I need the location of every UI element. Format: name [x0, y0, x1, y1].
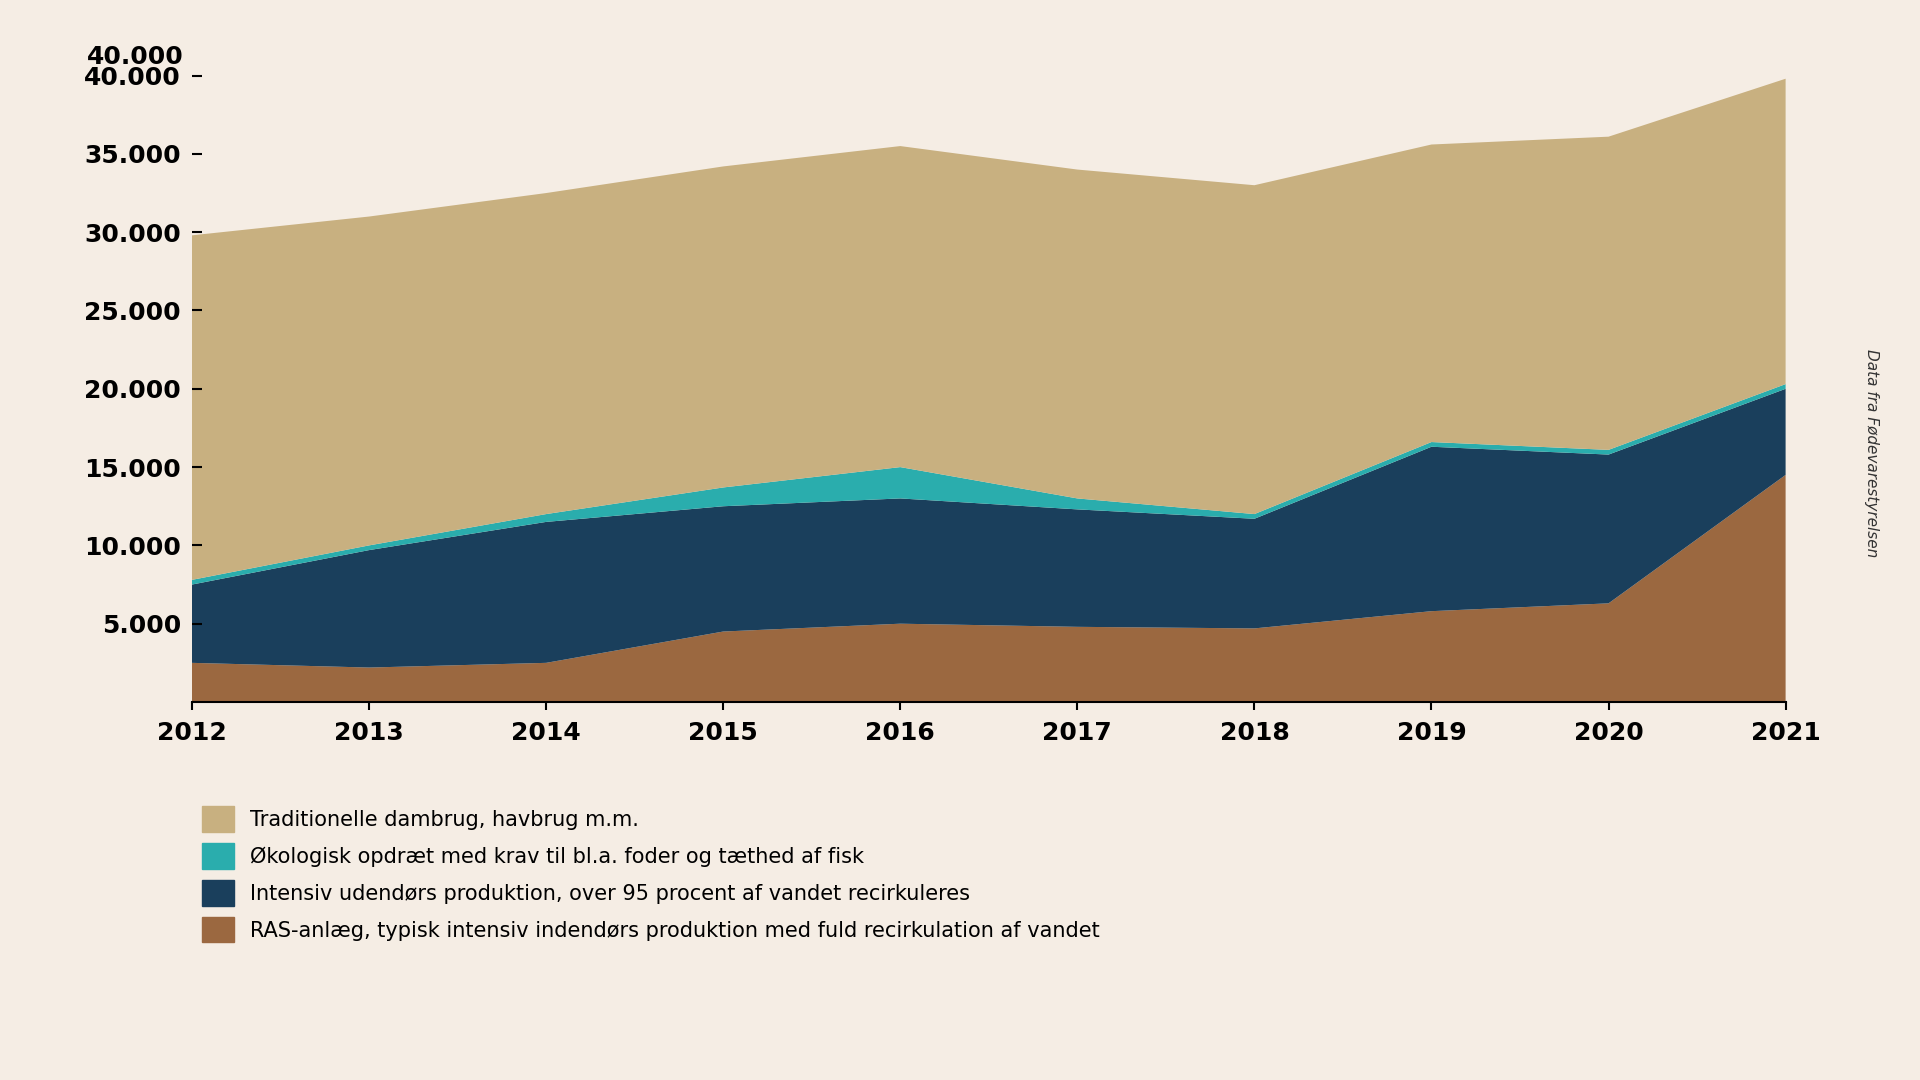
Text: 40.000: 40.000: [86, 44, 184, 69]
Legend: Traditionelle dambrug, havbrug m.m., Økologisk opdræt med krav til bl.a. foder o: Traditionelle dambrug, havbrug m.m., Øko…: [202, 807, 1100, 943]
Text: Data fra Fødevarestyrelsen: Data fra Fødevarestyrelsen: [1864, 350, 1880, 557]
